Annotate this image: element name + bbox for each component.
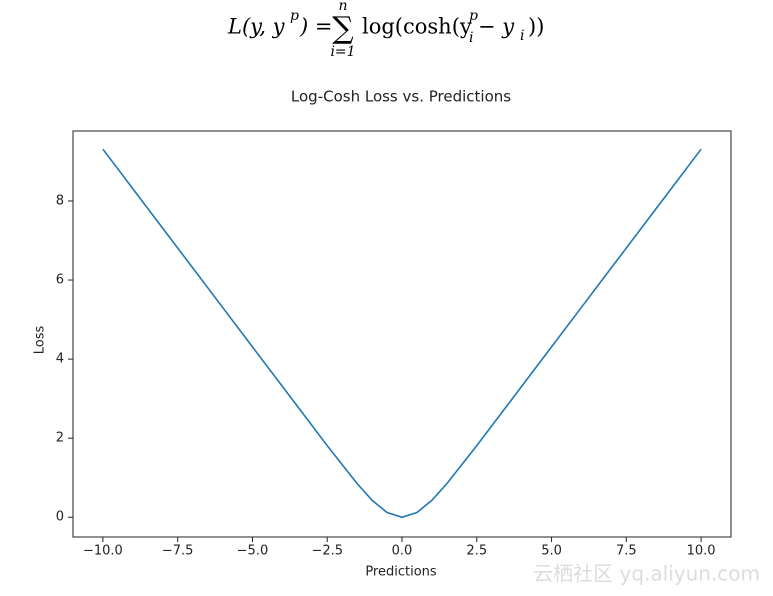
formula-sum-top: n xyxy=(338,0,347,14)
x-axis-label: Predictions xyxy=(365,565,437,580)
formula-minus: − y xyxy=(478,15,515,39)
y-tick-label: 8 xyxy=(56,193,64,208)
x-tick-label: −2.5 xyxy=(311,544,343,559)
chart-title: Log-Cosh Loss vs. Predictions xyxy=(291,88,511,106)
y-tick-label: 2 xyxy=(56,431,64,446)
x-tick-label: 0.0 xyxy=(392,544,413,559)
formula-body-sub: i xyxy=(469,30,473,46)
formula-lhs: L(y, y xyxy=(227,15,286,39)
x-tick-label: 10.0 xyxy=(687,544,716,559)
watermark: 云栖社区 yq.aliyun.com xyxy=(533,562,760,586)
y-axis-label: Loss xyxy=(33,326,48,355)
x-tick-label: 7.5 xyxy=(616,544,637,559)
formula-body-sup: p xyxy=(469,8,478,24)
formula-end: )) xyxy=(528,15,544,39)
formula-sigma: ∑ xyxy=(332,11,354,46)
y-tick-label: 6 xyxy=(56,273,64,288)
formula-body: log(cosh(y xyxy=(362,15,472,39)
y-tick-label: 4 xyxy=(56,352,64,367)
formula-sup: p xyxy=(290,8,299,24)
line-series xyxy=(102,148,702,519)
x-tick-label: −10.0 xyxy=(83,544,123,559)
formula-lhs-end: ) = xyxy=(299,15,332,39)
formula-minus-sub: i xyxy=(520,28,524,44)
x-tick-label: 5.0 xyxy=(541,544,562,559)
x-tick-label: −5.0 xyxy=(237,544,269,559)
x-tick-label: −7.5 xyxy=(162,544,194,559)
x-tick-label: 2.5 xyxy=(466,544,487,559)
formula-sum-bottom: i=1 xyxy=(330,44,355,60)
plot-frame xyxy=(72,130,732,538)
y-tick-label: 0 xyxy=(56,510,64,525)
